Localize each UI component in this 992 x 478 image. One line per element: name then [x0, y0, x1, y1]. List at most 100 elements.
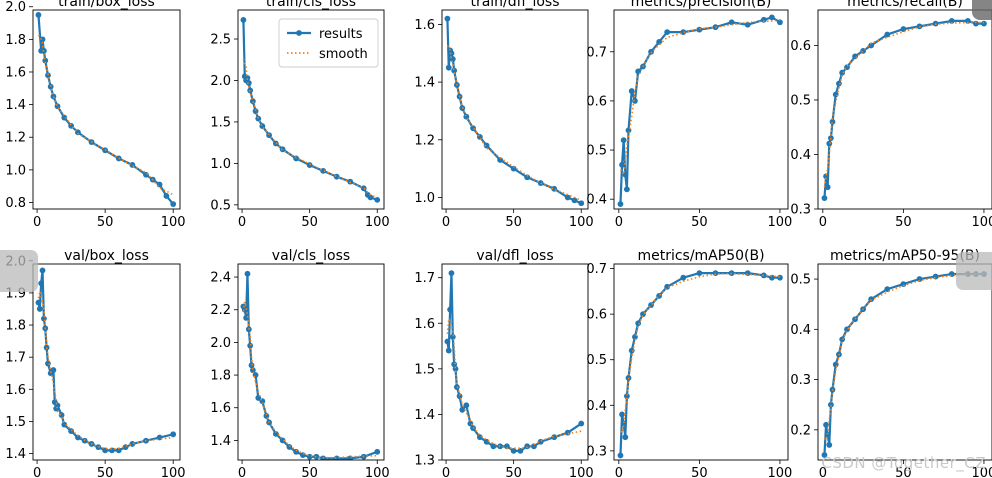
- x-tick-label: 0: [238, 466, 246, 478]
- plot-frame: [817, 263, 992, 461]
- results-point: [444, 15, 451, 22]
- results-point: [826, 442, 833, 448]
- results-point: [272, 430, 279, 437]
- results-point: [374, 196, 381, 203]
- x-tick-label: 0: [33, 466, 41, 478]
- x-tick-label: 100: [365, 215, 390, 230]
- results-point: [170, 201, 177, 208]
- y-tick-label: 0.5: [210, 198, 231, 213]
- y-tick-label: 0.4: [586, 193, 607, 208]
- y-tick-label: 0.5: [790, 93, 811, 108]
- results-point: [823, 421, 829, 428]
- subplot: val/dfl_loss 0 50 100 1.3 1.4 1.5 1.6 1.7: [414, 248, 593, 478]
- y-tick-label: 0.3: [790, 203, 811, 218]
- results-point: [244, 75, 251, 81]
- results-point: [829, 118, 836, 125]
- results-point: [868, 296, 875, 303]
- results-point: [367, 194, 374, 201]
- results-point: [45, 72, 51, 79]
- legend-results-marker: [296, 30, 302, 36]
- subplot: val/cls_loss 0 50 100 1.4 1.6 1.8 2.0 2.2 2.4: [210, 248, 389, 478]
- x-tick-label: 100: [972, 466, 992, 478]
- smooth-line: [37, 291, 174, 450]
- results-point: [620, 137, 627, 144]
- y-tick-label: 2.2: [210, 303, 231, 318]
- overlay-handle-left[interactable]: [0, 250, 38, 292]
- y-tick-label: 0.5: [790, 273, 811, 288]
- results-point: [768, 274, 775, 281]
- y-tick-label: 1.0: [5, 163, 26, 178]
- results-point: [247, 342, 254, 349]
- results-point: [449, 334, 456, 340]
- y-tick-label: 2.4: [210, 271, 231, 286]
- results-point: [447, 306, 454, 313]
- plot-frame: [32, 263, 181, 461]
- results-point: [564, 429, 571, 436]
- results-point: [245, 80, 252, 86]
- results-point: [452, 365, 459, 372]
- results-point: [279, 437, 286, 444]
- results-point: [760, 16, 767, 23]
- results-point: [374, 448, 381, 455]
- smooth-line: [37, 34, 174, 196]
- results-point: [244, 270, 251, 277]
- results-point: [333, 173, 340, 180]
- y-tick-label: 2.5: [210, 33, 231, 48]
- y-tick-label: 0.3: [586, 444, 607, 459]
- results-point: [248, 362, 255, 369]
- x-tick-label: 0: [615, 466, 623, 478]
- subplot-title: metrics/mAP50(B): [637, 248, 764, 264]
- plot-frame: [441, 263, 589, 461]
- subplot: train/dfl_loss 0 50 100 1.0 1.2 1.4 1.6: [414, 0, 593, 230]
- y-tick-label: 1.6: [414, 317, 435, 332]
- subplot-title: metrics/recall(B): [847, 0, 963, 10]
- results-point: [463, 113, 470, 120]
- results-point: [68, 428, 75, 434]
- x-tick-label: 50: [505, 466, 522, 478]
- overlay-handle-right[interactable]: [956, 252, 992, 290]
- subplot-title: train/cls_loss: [266, 0, 356, 10]
- results-point: [664, 29, 671, 36]
- results-point: [696, 270, 703, 277]
- y-tick-label: 0.5: [586, 353, 607, 368]
- results-point: [444, 338, 451, 345]
- results-point: [36, 306, 43, 312]
- y-tick-label: 0.4: [790, 148, 811, 163]
- y-tick-label: 1.2: [414, 133, 435, 148]
- results-point: [564, 194, 571, 201]
- results-point: [122, 444, 129, 451]
- results-point: [129, 162, 136, 168]
- y-tick-label: 1.6: [210, 401, 231, 416]
- y-tick-label: 1.4: [414, 408, 435, 423]
- results-point: [299, 452, 306, 458]
- results-point: [58, 412, 65, 418]
- results-point: [964, 18, 971, 24]
- x-tick-label: 50: [97, 215, 114, 230]
- results-point: [948, 271, 955, 277]
- x-tick-label: 100: [768, 215, 793, 230]
- results-point: [43, 344, 50, 351]
- results-point: [972, 20, 979, 27]
- results-point: [510, 165, 517, 172]
- results-point: [45, 360, 51, 367]
- subplot-title: metrics/mAP50-95(B): [830, 248, 980, 264]
- results-point: [712, 270, 719, 277]
- y-tick-label: 1.5: [414, 362, 435, 377]
- results-point: [578, 200, 585, 207]
- results-point: [620, 420, 627, 427]
- results-point: [50, 93, 57, 100]
- x-tick-label: 50: [691, 466, 708, 478]
- x-tick-label: 50: [505, 215, 522, 230]
- y-tick-label: 0.8: [5, 196, 26, 211]
- results-point: [109, 447, 115, 454]
- subplot-title: train/box_loss: [58, 0, 155, 10]
- results-point: [35, 299, 42, 306]
- results-point: [39, 267, 46, 274]
- results-point: [61, 421, 68, 428]
- legend: results smooth: [278, 18, 379, 68]
- results-point: [628, 347, 635, 354]
- results-point: [255, 115, 262, 122]
- collapse-icon[interactable]: [972, 0, 992, 20]
- results-point: [129, 441, 136, 447]
- y-tick-label: 1.7: [5, 351, 26, 366]
